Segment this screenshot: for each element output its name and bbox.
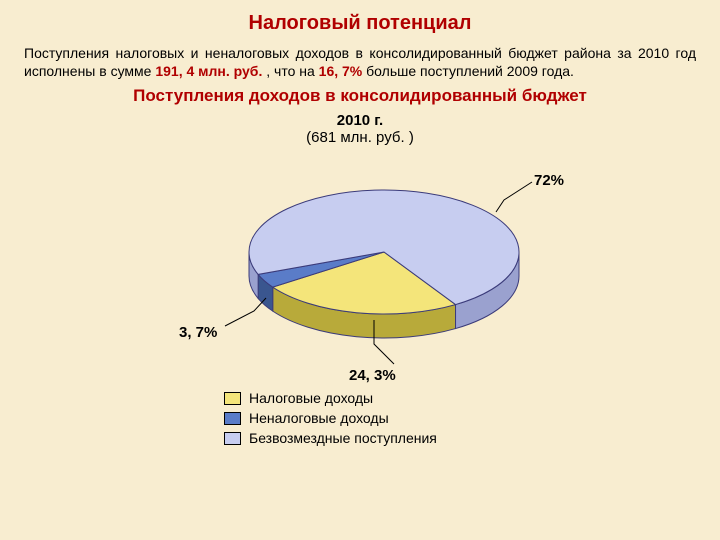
legend-item-1: Неналоговые доходы (224, 410, 696, 426)
legend-label-0: Налоговые доходы (249, 390, 373, 406)
chart-total: (681 млн. руб. ) (24, 129, 696, 146)
chart-heading: Поступления доходов в консолидированный … (24, 86, 696, 106)
page-title: Налоговый потенциал (24, 12, 696, 35)
legend-item-2: Безвозмездные поступления (224, 430, 696, 446)
para-text-2: , что на (262, 63, 318, 79)
chart-year: 2010 г. (24, 112, 696, 129)
para-highlight-2: 16, 7% (319, 63, 363, 79)
legend-swatch-1 (224, 412, 241, 425)
legend-swatch-0 (224, 392, 241, 405)
slice-label-gratuit: 72% (534, 172, 564, 189)
legend-label-2: Безвозмездные поступления (249, 430, 437, 446)
pie-chart: 24, 3% 3, 7% 72% (24, 152, 696, 382)
legend: Налоговые доходы Неналоговые доходы Безвоз… (224, 390, 696, 446)
pie-labels-layer: 24, 3% 3, 7% 72% (24, 152, 696, 382)
intro-paragraph: Поступления налоговых и неналоговых дохо… (24, 45, 696, 80)
slice-label-nontax: 3, 7% (179, 324, 217, 341)
slice-label-tax: 24, 3% (349, 367, 396, 384)
para-text-3: больше поступлений 2009 года. (362, 63, 574, 79)
legend-swatch-2 (224, 432, 241, 445)
legend-item-0: Налоговые доходы (224, 390, 696, 406)
slide: Налоговый потенциал Поступления налоговы… (0, 0, 720, 540)
legend-label-1: Неналоговые доходы (249, 410, 389, 426)
para-highlight-1: 191, 4 млн. руб. (155, 63, 262, 79)
